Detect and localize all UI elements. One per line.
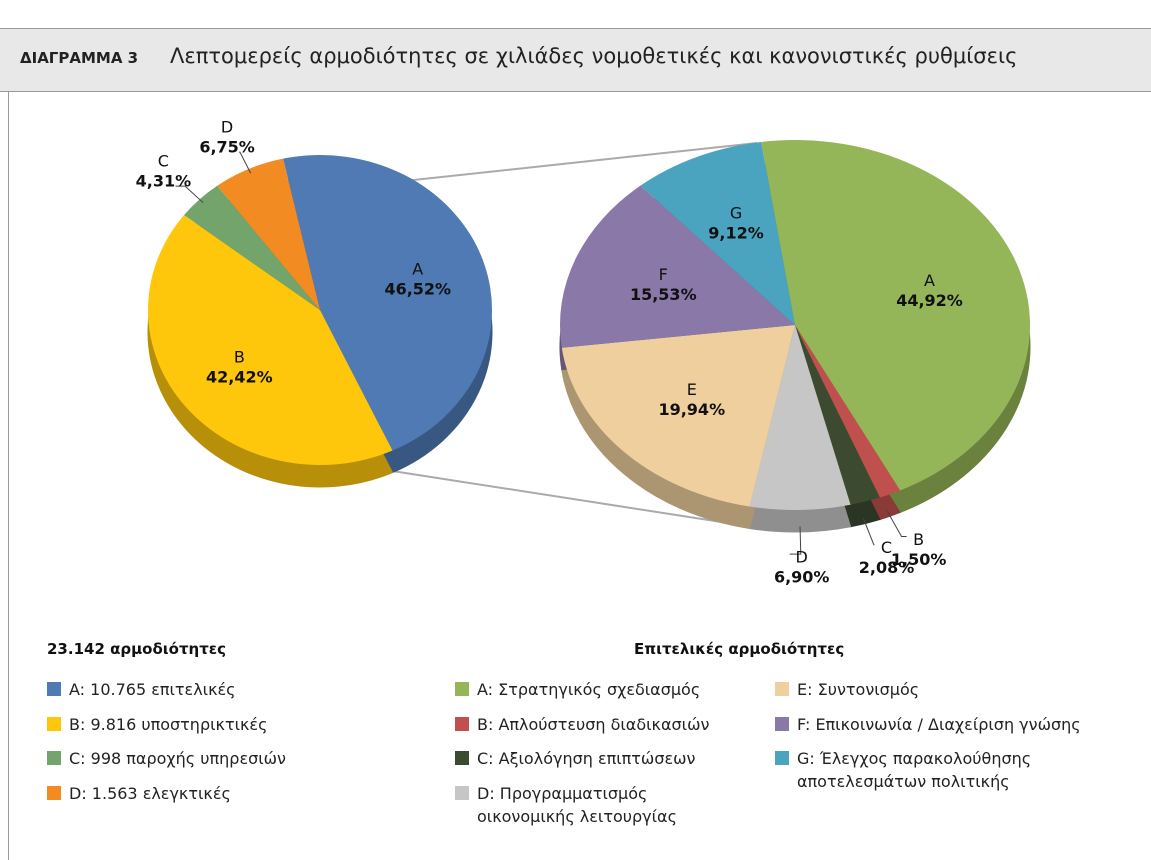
legend-item: E: Συντονισμός xyxy=(775,678,919,701)
legend-swatch xyxy=(775,751,789,765)
slice-label: 1,50% xyxy=(891,550,947,569)
slice-category: A xyxy=(412,260,423,279)
slice-label: 15,53% xyxy=(630,285,697,304)
legend-swatch xyxy=(455,751,469,765)
slice-category: D xyxy=(796,548,808,567)
leader-line xyxy=(886,510,907,537)
legend-swatch xyxy=(455,682,469,696)
slice-label: 2,08% xyxy=(859,558,915,577)
legend-item: C: 998 παροχής υπηρεσιών xyxy=(47,747,286,770)
slice-label: 46,52% xyxy=(384,280,451,299)
slice-label: 9,12% xyxy=(708,224,764,243)
legend-swatch xyxy=(775,716,789,731)
slice xyxy=(640,141,795,325)
legend-swatch xyxy=(775,682,789,696)
slice-label: 6,90% xyxy=(774,568,830,587)
frame-line xyxy=(8,91,9,860)
slice-label: 44,92% xyxy=(896,291,963,310)
legend-swatch xyxy=(47,751,61,765)
legend-title: 23.142 αρμοδιότητες xyxy=(47,640,227,658)
legend-item: G: Έλεγχος παρακολούθησης αποτελεσμάτων … xyxy=(775,747,1031,793)
slice xyxy=(148,215,393,465)
connector xyxy=(385,469,761,529)
legend-item: B: Απλούστευση διαδικασιών xyxy=(455,713,709,736)
slice-category: F xyxy=(659,265,668,284)
legend-swatch xyxy=(455,716,469,731)
slice-category: A xyxy=(924,271,935,290)
slice xyxy=(561,325,795,507)
slice xyxy=(795,325,901,498)
header-label: ΔΙΑΓΡΑΜΜΑ 3 xyxy=(20,49,139,67)
slice-category: D xyxy=(221,118,233,137)
slice-category: C xyxy=(881,538,892,557)
slice-category: E xyxy=(687,380,697,399)
header-title: Λεπτομερείς αρμοδιότητες σε χιλιάδες νομ… xyxy=(170,44,1018,68)
slice-category: B xyxy=(913,530,924,549)
legend-swatch xyxy=(455,785,469,800)
legend-item: D: 1.563 ελεγκτικές xyxy=(47,782,231,805)
slice-label: 42,42% xyxy=(206,367,273,386)
slice-label: 19,94% xyxy=(658,400,725,419)
legend-item: A: 10.765 επιτελικές xyxy=(47,678,236,701)
slice-category: B xyxy=(234,347,245,366)
legend-item: D: Προγραμματισμός οικονομικής λειτουργί… xyxy=(455,782,677,828)
legend-item: B: 9.816 υποστηρικτικές xyxy=(47,713,267,736)
slice xyxy=(795,325,880,505)
legend-swatch xyxy=(47,785,61,800)
slice xyxy=(749,325,851,510)
slice-label: 4,31% xyxy=(136,172,192,191)
slice xyxy=(184,185,320,310)
slice xyxy=(217,158,320,310)
legend-item: F: Επικοινωνία / Διαχείριση γνώσης xyxy=(775,713,1081,736)
leader-line xyxy=(175,185,204,204)
legend-swatch xyxy=(47,682,61,696)
legend-title: Επιτελικές αρμοδιότητες xyxy=(634,640,845,658)
slice xyxy=(560,185,795,348)
slice-category: G xyxy=(730,204,742,223)
slice-category: C xyxy=(158,152,169,171)
legend-item: A: Στρατηγικός σχεδιασμός xyxy=(455,678,700,701)
legend-swatch xyxy=(47,716,61,731)
slice-label: 6,75% xyxy=(199,138,255,157)
legend-item: C: Αξιολόγηση επιπτώσεων xyxy=(455,747,695,770)
header: ΔΙΑΓΡΑΜΜΑ 3 Λεπτομερείς αρμοδιότητες σε … xyxy=(0,28,1151,92)
leader-line xyxy=(789,526,802,555)
chart: A46,52%B42,42%C4,31%D6,75%A44,92%B1,50%C… xyxy=(136,118,1031,587)
leader-line xyxy=(239,151,252,174)
slice xyxy=(761,139,1030,491)
leader-line xyxy=(862,518,875,546)
slice xyxy=(283,155,492,451)
